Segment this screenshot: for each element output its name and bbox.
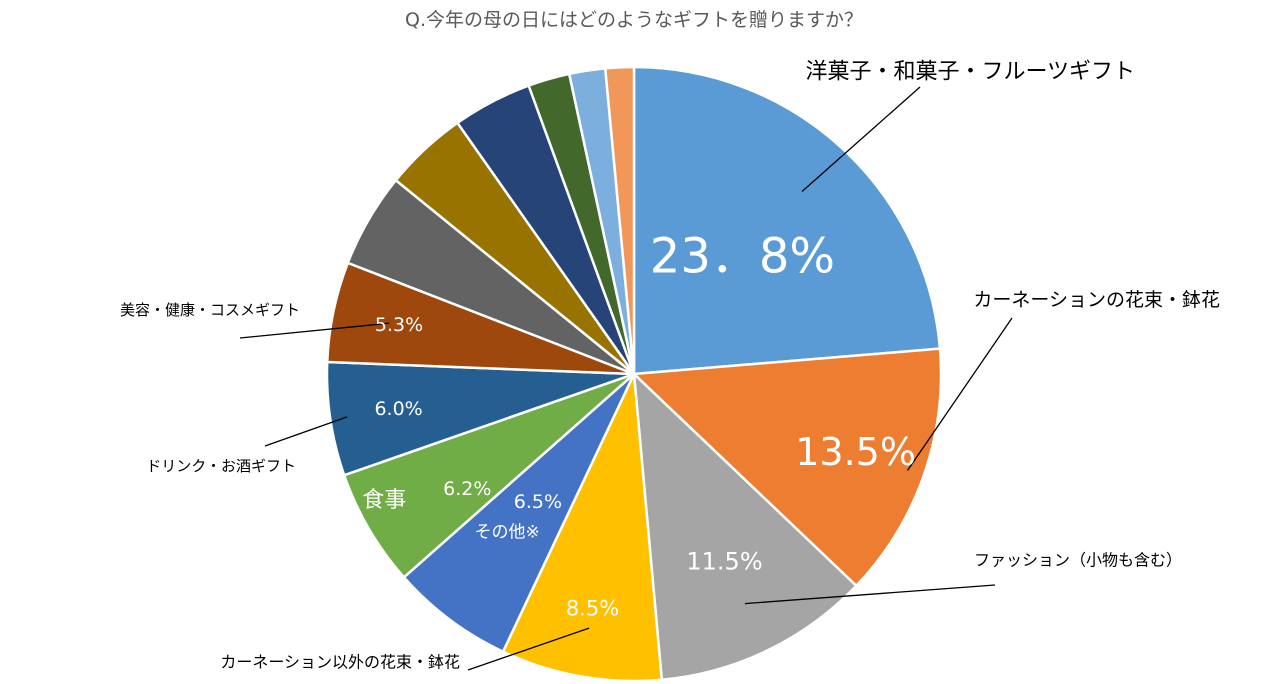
leader-line [264,416,348,447]
category-label: カーネーションの花束・鉢花 [973,289,1220,311]
leader-line [239,322,390,339]
leader-line [744,584,996,605]
value-label: 6.2% [443,478,491,500]
chart-title: Q.今年の母の日にはどのようなギフトを贈りますか？ [405,9,863,31]
value-label: 6.0% [374,398,422,420]
value-label: 5.3% [375,314,423,336]
category-label: その他※ [474,522,539,542]
pie-slice [632,347,943,588]
pie-slices [325,65,943,683]
pie-slice [342,372,636,579]
pie-slice [604,65,636,376]
category-label: ドリンク・お酒ギフト [146,457,296,475]
value-label: 8.5% [566,596,619,620]
leader-lines [239,86,1013,671]
value-label: 6.5% [514,491,562,513]
category-label: 洋菓子・和菓子・フルーツギフト [805,60,1135,85]
slice-labels: 23．8% 13.5% 11.5% 8.5% 6.5% 6.2% 6.0% 5.3% その他※ 食… [120,60,1220,672]
value-label: 13.5% [795,430,916,474]
leader-line [801,86,921,192]
leader-line [906,317,1013,471]
pie-slice [632,65,942,376]
pie-slice [402,372,636,653]
value-label: 11.5% [686,547,762,575]
leader-line [467,627,590,671]
pie-slice [632,372,858,681]
category-label: カーネーション以外の花束・鉢花 [220,653,460,672]
value-label: 23．8% [650,228,835,284]
category-label: 美容・健康・コスメギフト [120,301,300,319]
category-label: 食事 [362,488,406,513]
category-label: ファッション（小物も含む） [974,551,1182,570]
